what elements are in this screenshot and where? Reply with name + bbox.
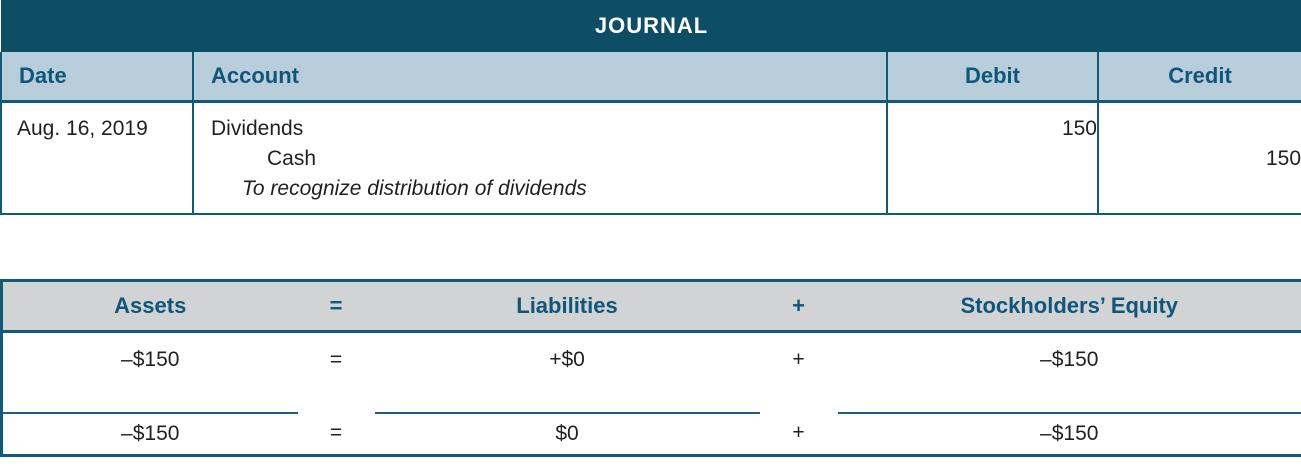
equation-header-plus: + [759,280,838,333]
accounting-equation-table: Assets = Liabilities + Stockholders’ Equ… [0,279,1301,457]
equity-change: –$150 [837,331,1301,413]
journal-table: JOURNAL Date Account Debit Credit Aug. 1… [0,0,1301,215]
plus-sign: + [759,412,838,456]
spacer-line [1099,114,1301,144]
assets-total: –$150 [1,411,298,456]
entry-credit-cell: 150 [1096,101,1301,215]
equation-header-assets: Assets [1,280,298,333]
plus-sign: + [759,331,838,413]
entry-credit-amount: 150 [1265,146,1301,170]
equity-total: –$150 [837,411,1301,456]
entry-debit-amount: 150 [1061,116,1097,140]
equation-change-row: –$150 = +$0 + –$150 [1,331,1301,413]
journal-title-row: JOURNAL [1,0,1301,52]
entry-account-cell: Dividends Cash To recognize distribution… [192,101,888,215]
equation-header-liabilities: Liabilities [374,280,760,333]
column-header-debit: Debit [886,52,1099,103]
journal-header-row: Date Account Debit Credit [0,52,1301,103]
equation-header-row: Assets = Liabilities + Stockholders’ Equ… [1,280,1301,333]
equals-sign: = [297,331,375,413]
entry-date: Aug. 16, 2019 [17,116,148,140]
entry-memo: To recognize distribution of dividends [242,176,587,200]
assets-change: –$150 [1,331,298,413]
liabilities-change: +$0 [374,331,760,413]
journal-entry-row: Aug. 16, 2019 Dividends Cash To recogniz… [0,101,1301,215]
liabilities-total: $0 [374,411,760,456]
equation-total-row: –$150 = $0 + –$150 [1,411,1301,456]
entry-debit-account: Dividends [211,116,304,140]
column-header-credit: Credit [1096,52,1301,103]
entry-credit-account: Cash [267,146,317,170]
equation-header-equals: = [297,280,375,333]
journal-title: JOURNAL [1,0,1301,52]
entry-debit-cell: 150 [886,101,1099,215]
equals-sign: = [297,412,375,456]
column-header-date: Date [0,52,194,103]
column-header-account: Account [192,52,888,103]
entry-date-cell: Aug. 16, 2019 [0,101,194,215]
equation-header-equity: Stockholders’ Equity [837,280,1301,333]
